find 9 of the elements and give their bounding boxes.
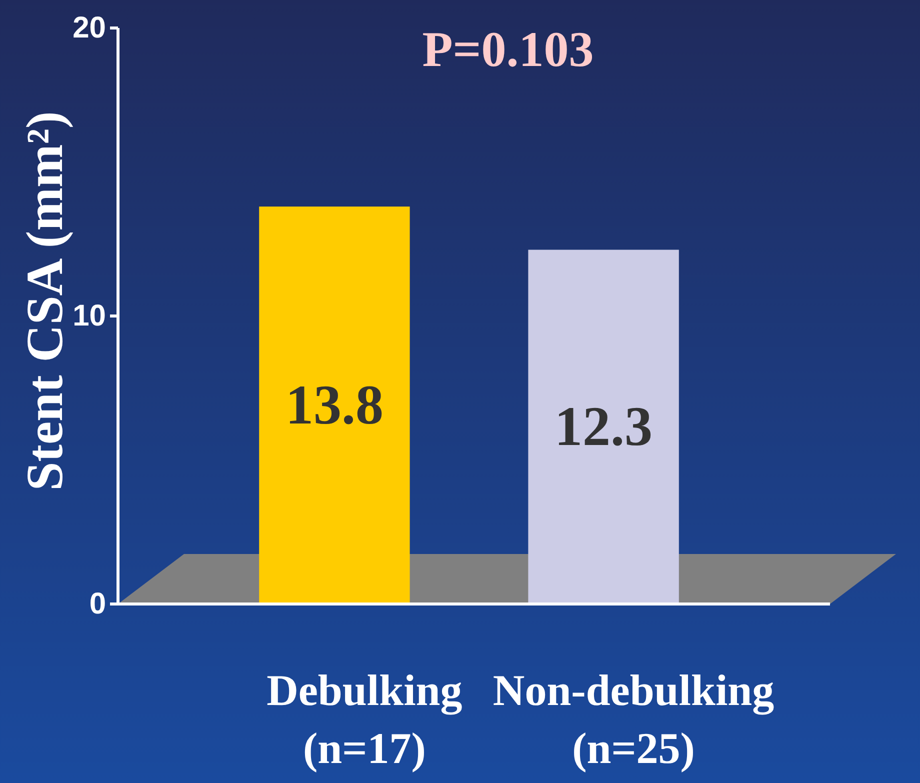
data-label: 12.3 xyxy=(554,396,653,458)
y-tick-label: 0 xyxy=(89,588,106,620)
data-label: 13.8 xyxy=(285,374,384,436)
y-tick-label: 10 xyxy=(72,300,106,332)
y-axis-title: Stent CSA (mm²) xyxy=(17,111,74,491)
x-tick-label: Debulking (n=17) xyxy=(266,666,462,773)
x-tick-label: Non-debulking (n=25) xyxy=(492,666,774,773)
y-tick-label: 20 xyxy=(72,12,106,44)
chart-title: P=0.103 xyxy=(422,21,594,77)
